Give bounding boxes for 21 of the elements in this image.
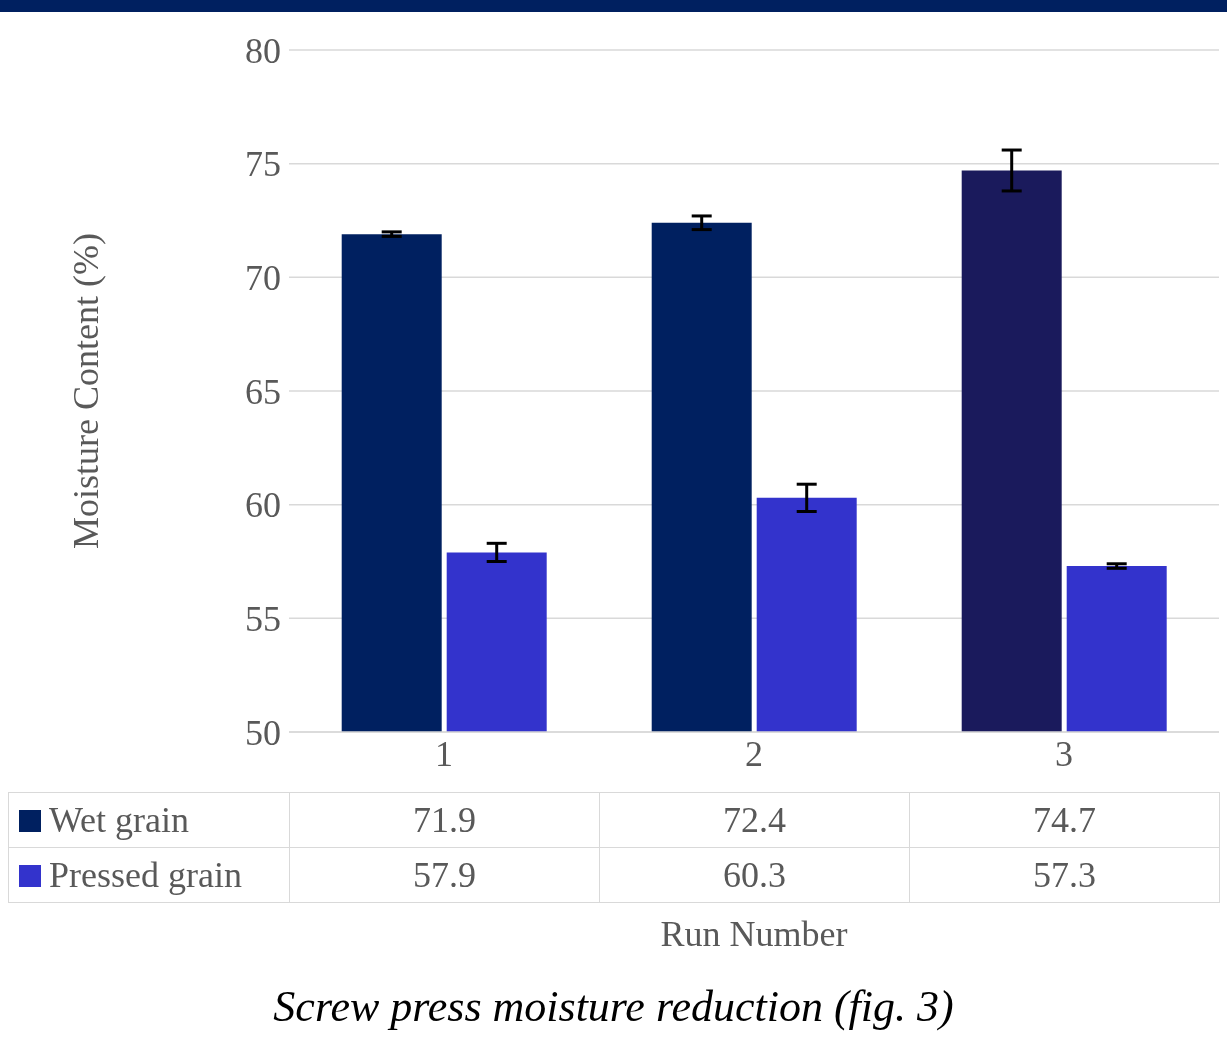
y-tick-label: 60 (245, 485, 281, 526)
data-label: 71.9 (289, 792, 600, 848)
x-tick-label: 1 (435, 733, 453, 774)
data-label: 60.3 (599, 847, 910, 903)
y-tick-label: 80 (245, 30, 281, 71)
text: Screw press moisture reduction (fig. 3) (272, 981, 955, 1032)
y-tick-label: 75 (245, 144, 281, 185)
data-label: 57.9 (289, 847, 600, 903)
x-axis-title: Run Number (659, 913, 849, 955)
legend-label: Pressed grain (49, 855, 242, 895)
data-label: 74.7 (909, 792, 1220, 848)
y-axis-title: Moisture Content (%) (65, 233, 106, 549)
x-tick-label: 2 (745, 733, 763, 774)
y-tick-label: 70 (245, 258, 281, 299)
x-tick-label: 3 (1055, 733, 1073, 774)
y-tick-label: 55 (245, 599, 281, 640)
y-tick-label: 65 (245, 371, 281, 412)
y-tick-label: 50 (245, 712, 281, 753)
legend-label: Wet grain (49, 800, 190, 840)
data-label: 57.3 (909, 847, 1220, 903)
data-label: 72.4 (599, 792, 910, 848)
